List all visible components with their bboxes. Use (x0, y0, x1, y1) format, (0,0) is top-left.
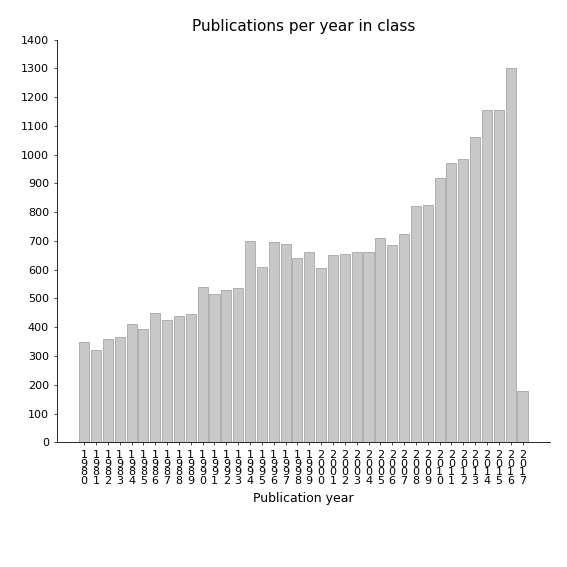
Bar (233, 289, 243, 442)
Bar (221, 290, 231, 442)
Bar (79, 341, 89, 442)
Bar (328, 255, 338, 442)
Bar (506, 69, 516, 442)
Bar (387, 246, 397, 442)
Bar (198, 287, 208, 442)
Bar (363, 252, 374, 442)
Bar (269, 243, 279, 442)
Bar (304, 252, 314, 442)
Bar (446, 163, 456, 442)
Bar (257, 267, 267, 442)
Title: Publications per year in class: Publications per year in class (192, 19, 415, 35)
Bar (209, 294, 219, 442)
Bar (482, 110, 492, 442)
X-axis label: Publication year: Publication year (253, 492, 354, 505)
Bar (281, 244, 291, 442)
Bar (138, 329, 149, 442)
Bar (352, 252, 362, 442)
Bar (293, 258, 302, 442)
Bar (186, 314, 196, 442)
Bar (245, 241, 255, 442)
Bar (411, 206, 421, 442)
Bar (423, 205, 433, 442)
Bar (518, 391, 527, 442)
Bar (458, 159, 468, 442)
Bar (375, 238, 386, 442)
Bar (162, 320, 172, 442)
Bar (91, 350, 101, 442)
Bar (340, 254, 350, 442)
Bar (470, 137, 480, 442)
Bar (126, 324, 137, 442)
Bar (434, 177, 445, 442)
Bar (103, 338, 113, 442)
Bar (399, 234, 409, 442)
Bar (174, 316, 184, 442)
Bar (494, 110, 504, 442)
Bar (150, 313, 160, 442)
Bar (316, 268, 326, 442)
Bar (115, 337, 125, 442)
